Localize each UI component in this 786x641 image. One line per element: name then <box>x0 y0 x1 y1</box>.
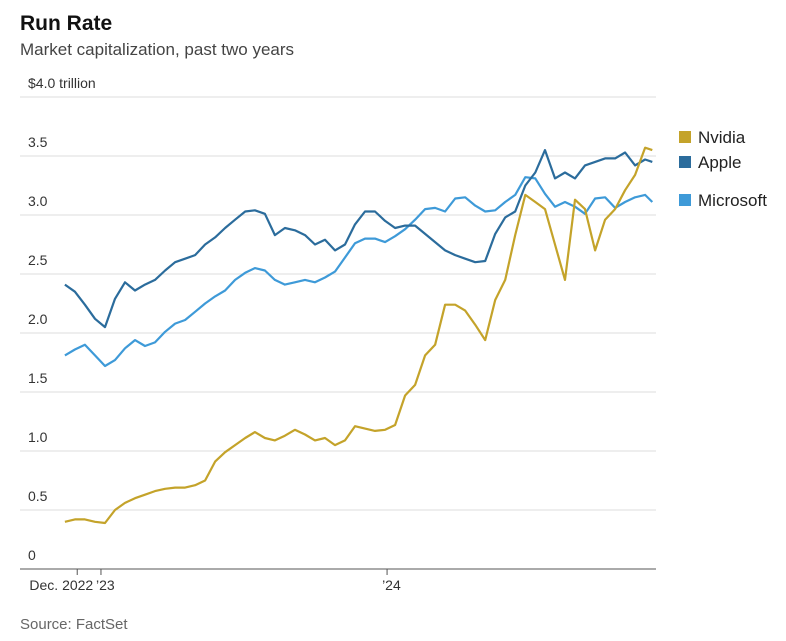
series-line <box>64 146 653 525</box>
y-tick-label: 3.5 <box>28 134 48 150</box>
y-tick-label: $4.0 trillion <box>28 75 96 91</box>
legend-swatch <box>679 194 691 206</box>
y-tick-label: 3.0 <box>28 193 48 209</box>
y-tick-label: 2.0 <box>28 311 48 327</box>
x-tick-label: Dec. 2022 <box>29 577 93 593</box>
legend-label: Nvidia <box>698 128 746 147</box>
y-tick-label: 2.5 <box>28 252 48 268</box>
source-note: Source: FactSet <box>20 616 128 633</box>
chart-subtitle: Market capitalization, past two years <box>20 40 294 59</box>
legend-label: Apple <box>698 153 741 172</box>
y-tick-label: 1.5 <box>28 370 48 386</box>
series-line <box>64 176 654 368</box>
y-tick-label: 0.5 <box>28 488 48 504</box>
y-tick-label: 0 <box>28 547 36 563</box>
x-tick-label: ’23 <box>96 577 115 593</box>
legend-label: Microsoft <box>698 191 767 210</box>
series-line <box>64 149 653 329</box>
legend-swatch <box>679 131 691 143</box>
chart-title: Run Rate <box>20 12 112 35</box>
legend-swatch <box>679 156 691 168</box>
x-tick-label: ’24 <box>382 577 401 593</box>
y-tick-label: 1.0 <box>28 429 48 445</box>
